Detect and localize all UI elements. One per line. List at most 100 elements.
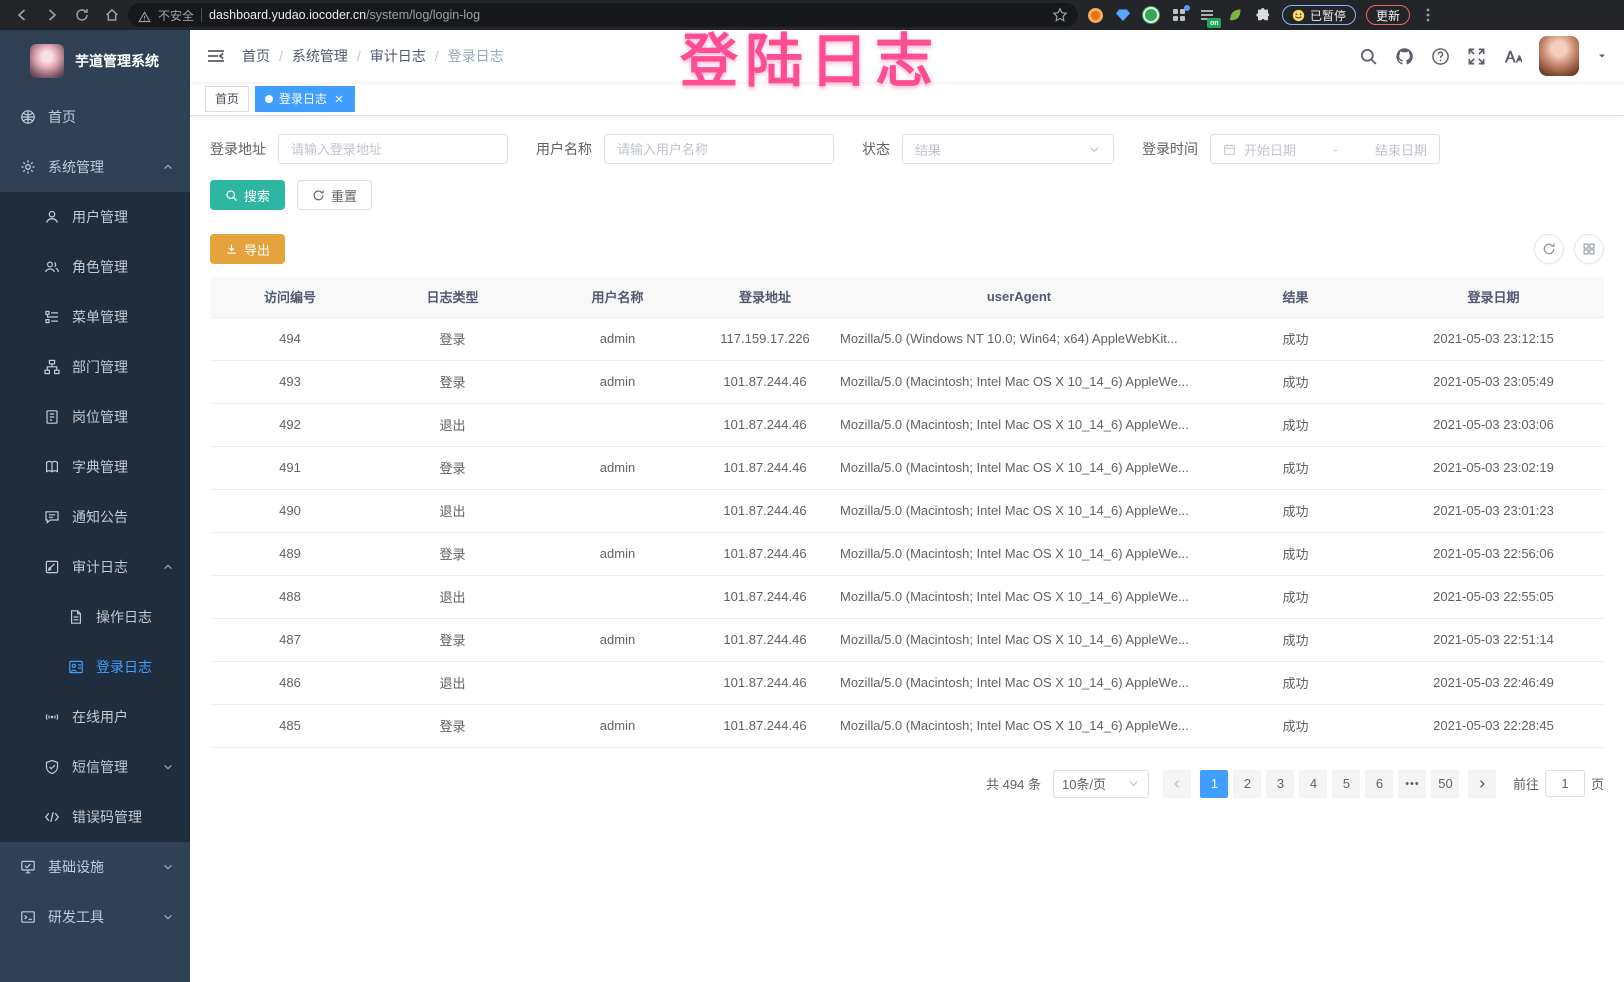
app-logo[interactable]: 芋道管理系统 [0, 30, 190, 92]
reset-button[interactable]: 重置 [297, 180, 373, 210]
table-columns-button[interactable] [1574, 234, 1604, 264]
sidebar-item-user-management[interactable]: 用户管理 [0, 192, 190, 242]
goto-page-input[interactable] [1544, 770, 1585, 797]
table-refresh-button[interactable] [1534, 234, 1564, 264]
chevron-up-icon [162, 161, 174, 173]
help-icon[interactable] [1431, 47, 1450, 66]
extension-leaf-icon[interactable] [1226, 6, 1244, 24]
sidebar-item-online-users[interactable]: 在线用户 [0, 692, 190, 742]
sidebar-item-login-log[interactable]: 登录日志 [0, 642, 190, 692]
table-cell: 退出 [370, 575, 535, 619]
pagination-page-3[interactable]: 3 [1266, 769, 1295, 798]
extensions-puzzle-icon[interactable] [1254, 6, 1272, 24]
extension-green-circle-icon[interactable] [1142, 6, 1160, 24]
username-label: 用户名称 [536, 141, 592, 157]
sidebar-item-operation-log[interactable]: 操作日志 [0, 592, 190, 642]
table-cell: Mozilla/5.0 (Macintosh; Intel Mac OS X 1… [830, 360, 1208, 404]
browser-menu-kebab-icon[interactable] [1420, 7, 1436, 23]
header-search-icon[interactable] [1359, 47, 1378, 66]
browser-back-icon[interactable] [14, 7, 30, 23]
update-button[interactable]: 更新 [1366, 5, 1411, 25]
bookmark-star-icon[interactable] [1052, 7, 1068, 23]
sidebar-item-label: 部门管理 [72, 359, 128, 375]
sidebar-item-menu-management[interactable]: 菜单管理 [0, 292, 190, 342]
login-time-range-picker[interactable]: 开始日期 - 结束日期 [1210, 134, 1440, 164]
login-time-label: 登录时间 [1142, 141, 1198, 157]
address-bar[interactable]: 不安全 dashboard.yudao.iocoder.cn/system/lo… [128, 3, 1078, 27]
table-cell: 登录 [370, 316, 535, 361]
browser-reload-icon[interactable] [74, 7, 90, 23]
table-cell: 485 [210, 704, 370, 748]
extension-orange-icon[interactable] [1086, 6, 1104, 24]
table-cell: admin [535, 618, 700, 662]
fullscreen-icon[interactable] [1467, 47, 1486, 66]
pagination-ellipsis[interactable]: ••• [1398, 769, 1427, 798]
sidebar-item-infrastructure[interactable]: 基础设施 [0, 842, 190, 892]
tab-登录日志[interactable]: 登录日志 [255, 85, 356, 112]
extension-list-icon[interactable]: on [1198, 6, 1221, 28]
users-icon [44, 259, 60, 275]
pagination-next-button[interactable] [1468, 769, 1497, 798]
search-button[interactable]: 搜索 [210, 180, 286, 210]
table-cell: 成功 [1208, 575, 1383, 619]
github-icon[interactable] [1395, 47, 1414, 66]
table-cell: 2021-05-03 23:01:23 [1383, 489, 1604, 533]
export-button[interactable]: 导出 [210, 234, 286, 264]
sidebar-item-dev-tools[interactable]: 研发工具 [0, 892, 190, 942]
extension-grid-icon[interactable] [1170, 5, 1190, 24]
login-address-input[interactable] [278, 134, 508, 164]
font-size-icon[interactable] [1503, 47, 1522, 66]
pagination-page-4[interactable]: 4 [1299, 769, 1328, 798]
table-row: 485 登录 admin 101.87.244.46 Mozilla/5.0 (Maci… [210, 704, 1604, 748]
table-cell: 2021-05-03 22:56:06 [1383, 532, 1604, 576]
profile-paused-pill[interactable]: 已暂停 [1282, 5, 1357, 25]
sidebar-item-system-management[interactable]: 系统管理 [0, 142, 190, 192]
dashboard-icon [20, 109, 36, 125]
pagination-prev-button[interactable] [1163, 769, 1192, 798]
breadcrumb-item[interactable]: 系统管理 [291, 48, 348, 64]
table-cell: 101.87.244.46 [700, 360, 830, 404]
sidebar-item-role-management[interactable]: 角色管理 [0, 242, 190, 292]
sidebar-collapse-icon[interactable] [206, 46, 226, 66]
breadcrumb-item[interactable]: 审计日志 [369, 48, 426, 64]
pagination-page-2[interactable]: 2 [1233, 769, 1262, 798]
security-warning-icon[interactable] [138, 9, 151, 22]
browser-home-icon[interactable] [104, 7, 120, 23]
sidebar-item-audit-log[interactable]: 审计日志 [0, 542, 190, 592]
audit-log-icon [44, 559, 60, 575]
sidebar-item-error-code-management[interactable]: 错误码管理 [0, 792, 190, 842]
table-cell: 488 [210, 575, 370, 619]
pagination-page-50[interactable]: 50 [1431, 769, 1460, 798]
tab-首页[interactable]: 首页 [205, 85, 250, 112]
pagination-page-1[interactable]: 1 [1200, 769, 1229, 798]
sidebar-item-home[interactable]: 首页 [0, 92, 190, 142]
pagination-page-6[interactable]: 6 [1365, 769, 1394, 798]
status-select[interactable]: 结果 [902, 134, 1114, 164]
username-input[interactable] [604, 134, 834, 164]
extension-gem-icon[interactable] [1114, 6, 1132, 24]
pagination-page-5[interactable]: 5 [1332, 769, 1361, 798]
page-size-select[interactable]: 10条/页 [1052, 769, 1149, 798]
table-cell: 成功 [1208, 661, 1383, 705]
table-cell: 101.87.244.46 [700, 532, 830, 576]
logo-image [30, 44, 64, 78]
sidebar-item-dict-management[interactable]: 字典管理 [0, 442, 190, 492]
table-row: 490 退出 101.87.244.46 Mozilla/5.0 (Macintosh… [210, 489, 1604, 533]
emoji-face-icon [1292, 9, 1305, 22]
user-avatar[interactable] [1539, 36, 1579, 76]
chevron-down-icon [162, 861, 174, 873]
table-cell: 490 [210, 489, 370, 533]
sidebar-item-dept-management[interactable]: 部门管理 [0, 342, 190, 392]
login-log-table: 访问编号 日志类型 用户名称 登录地址 userAgent 结果 登录日期 494 登录 adm… [210, 277, 1604, 748]
infrastructure-icon [20, 859, 36, 875]
close-icon[interactable] [333, 93, 345, 105]
breadcrumb-item[interactable]: 首页 [242, 48, 270, 64]
browser-forward-icon[interactable] [44, 7, 60, 23]
sidebar-item-sms-management[interactable]: 短信管理 [0, 742, 190, 792]
table-cell: admin [535, 316, 700, 361]
sidebar-item-label: 角色管理 [72, 259, 128, 275]
sidebar-item-notice-announcement[interactable]: 通知公告 [0, 492, 190, 542]
avatar-caret-down-icon[interactable] [1596, 50, 1608, 62]
sidebar-item-post-management[interactable]: 岗位管理 [0, 392, 190, 442]
